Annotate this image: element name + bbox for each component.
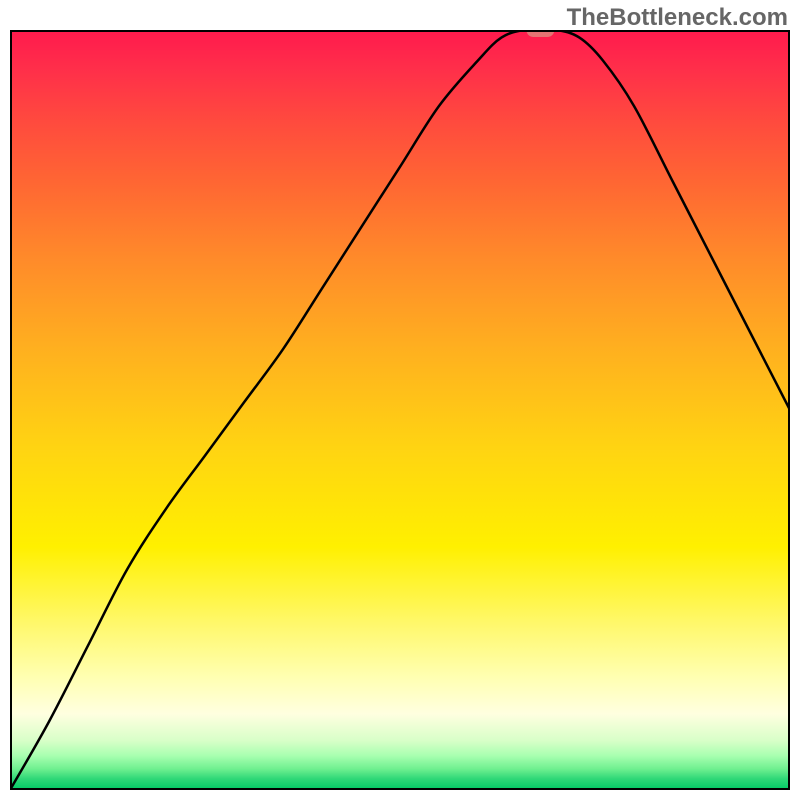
chart-container: TheBottleneck.com [0,0,800,800]
bottleneck-curve [10,30,790,790]
chart-overlay [10,30,790,790]
watermark-text: TheBottleneck.com [567,4,788,32]
plot-area [10,30,790,790]
axis-border [10,30,790,790]
